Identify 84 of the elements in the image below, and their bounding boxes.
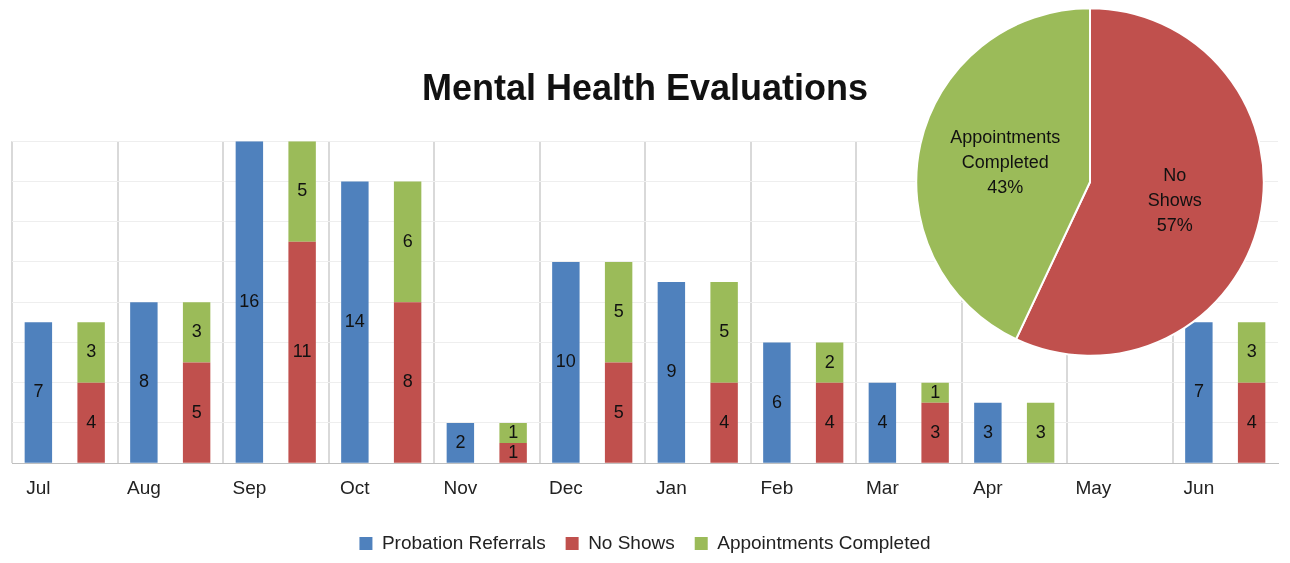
data-label: 8 (138, 371, 149, 392)
x-tick-label: Oct (340, 476, 371, 498)
bar (710, 382, 738, 463)
legend-label: Probation Referrals (381, 531, 546, 553)
data-label: 8 (402, 371, 413, 392)
x-tick-label: May (1075, 476, 1112, 498)
data-label: 4 (824, 411, 835, 432)
chart-title: Mental Health Evaluations (421, 66, 869, 108)
bar (604, 261, 633, 363)
data-label: 10 (555, 351, 576, 372)
bar (1185, 322, 1213, 463)
bar (1237, 382, 1266, 463)
data-label: 5 (613, 401, 624, 422)
data-label: 14 (344, 311, 365, 332)
bar (24, 322, 53, 463)
bar (446, 422, 475, 463)
x-tick-label: Jul (26, 476, 51, 498)
x-tick-label: Aug (126, 476, 161, 498)
bar (1237, 322, 1266, 383)
data-label: 1 (508, 421, 519, 442)
bar (815, 342, 844, 383)
data-label: 7 (1193, 381, 1204, 402)
data-label: 5 (719, 321, 730, 342)
x-tick-label: Sep (232, 476, 267, 498)
bar (341, 181, 369, 463)
data-label: 4 (719, 411, 730, 432)
data-label: 9 (666, 361, 677, 382)
bar (235, 141, 264, 463)
data-label: 1 (930, 381, 941, 402)
data-label: 7 (33, 381, 44, 402)
slice-label: Appointments Completed (950, 127, 1061, 173)
x-tick-label: Feb (760, 476, 794, 498)
data-label: 3 (930, 421, 941, 442)
bar (974, 402, 1002, 463)
data-label: 4 (1246, 411, 1257, 432)
bar (77, 382, 105, 463)
data-label: 43% (987, 177, 1024, 198)
bar (130, 302, 158, 463)
bar (1026, 402, 1055, 463)
data-label: 2 (455, 431, 466, 452)
bar (815, 382, 844, 463)
bar (604, 362, 633, 463)
x-tick-label: Jun (1183, 476, 1215, 498)
bar (921, 382, 949, 403)
data-label: 3 (86, 341, 97, 362)
data-label: 3 (1246, 341, 1257, 362)
bar (77, 322, 105, 383)
data-label: 57% (1156, 214, 1193, 235)
data-label: 4 (877, 411, 888, 432)
data-label: 5 (297, 180, 308, 201)
data-label: 16 (239, 290, 260, 311)
bar (393, 181, 422, 303)
bar (552, 261, 580, 463)
x-tick-label: Dec (548, 476, 583, 498)
x-tick-label: Nov (443, 476, 478, 498)
bar (499, 443, 527, 463)
bar (288, 241, 316, 463)
bar (288, 141, 316, 242)
bar (921, 402, 949, 463)
data-label: 6 (771, 391, 782, 412)
data-label: 5 (191, 401, 202, 422)
bar (868, 382, 897, 463)
data-label: 3 (1035, 421, 1046, 442)
legend-label: Appointments Completed (717, 531, 931, 553)
x-tick-label: Apr (973, 476, 1004, 498)
bar (657, 282, 686, 463)
data-label: 6 (402, 230, 413, 251)
legend-label: No Shows (588, 531, 675, 553)
data-label: 3 (191, 321, 202, 342)
bar (710, 282, 738, 383)
data-label: 5 (613, 301, 624, 322)
bar (763, 342, 791, 463)
bar (499, 422, 527, 444)
x-tick-label: Jan (656, 476, 687, 498)
slice-label: No Shows (1147, 164, 1202, 210)
data-label: 1 (508, 441, 519, 462)
data-label: 3 (982, 421, 993, 442)
x-tick-label: Mar (866, 476, 900, 498)
bar (182, 302, 211, 363)
data-label: 4 (86, 411, 97, 432)
bar (393, 302, 422, 463)
data-label: 2 (824, 351, 835, 372)
bar (182, 362, 211, 463)
data-label: 11 (292, 341, 312, 362)
